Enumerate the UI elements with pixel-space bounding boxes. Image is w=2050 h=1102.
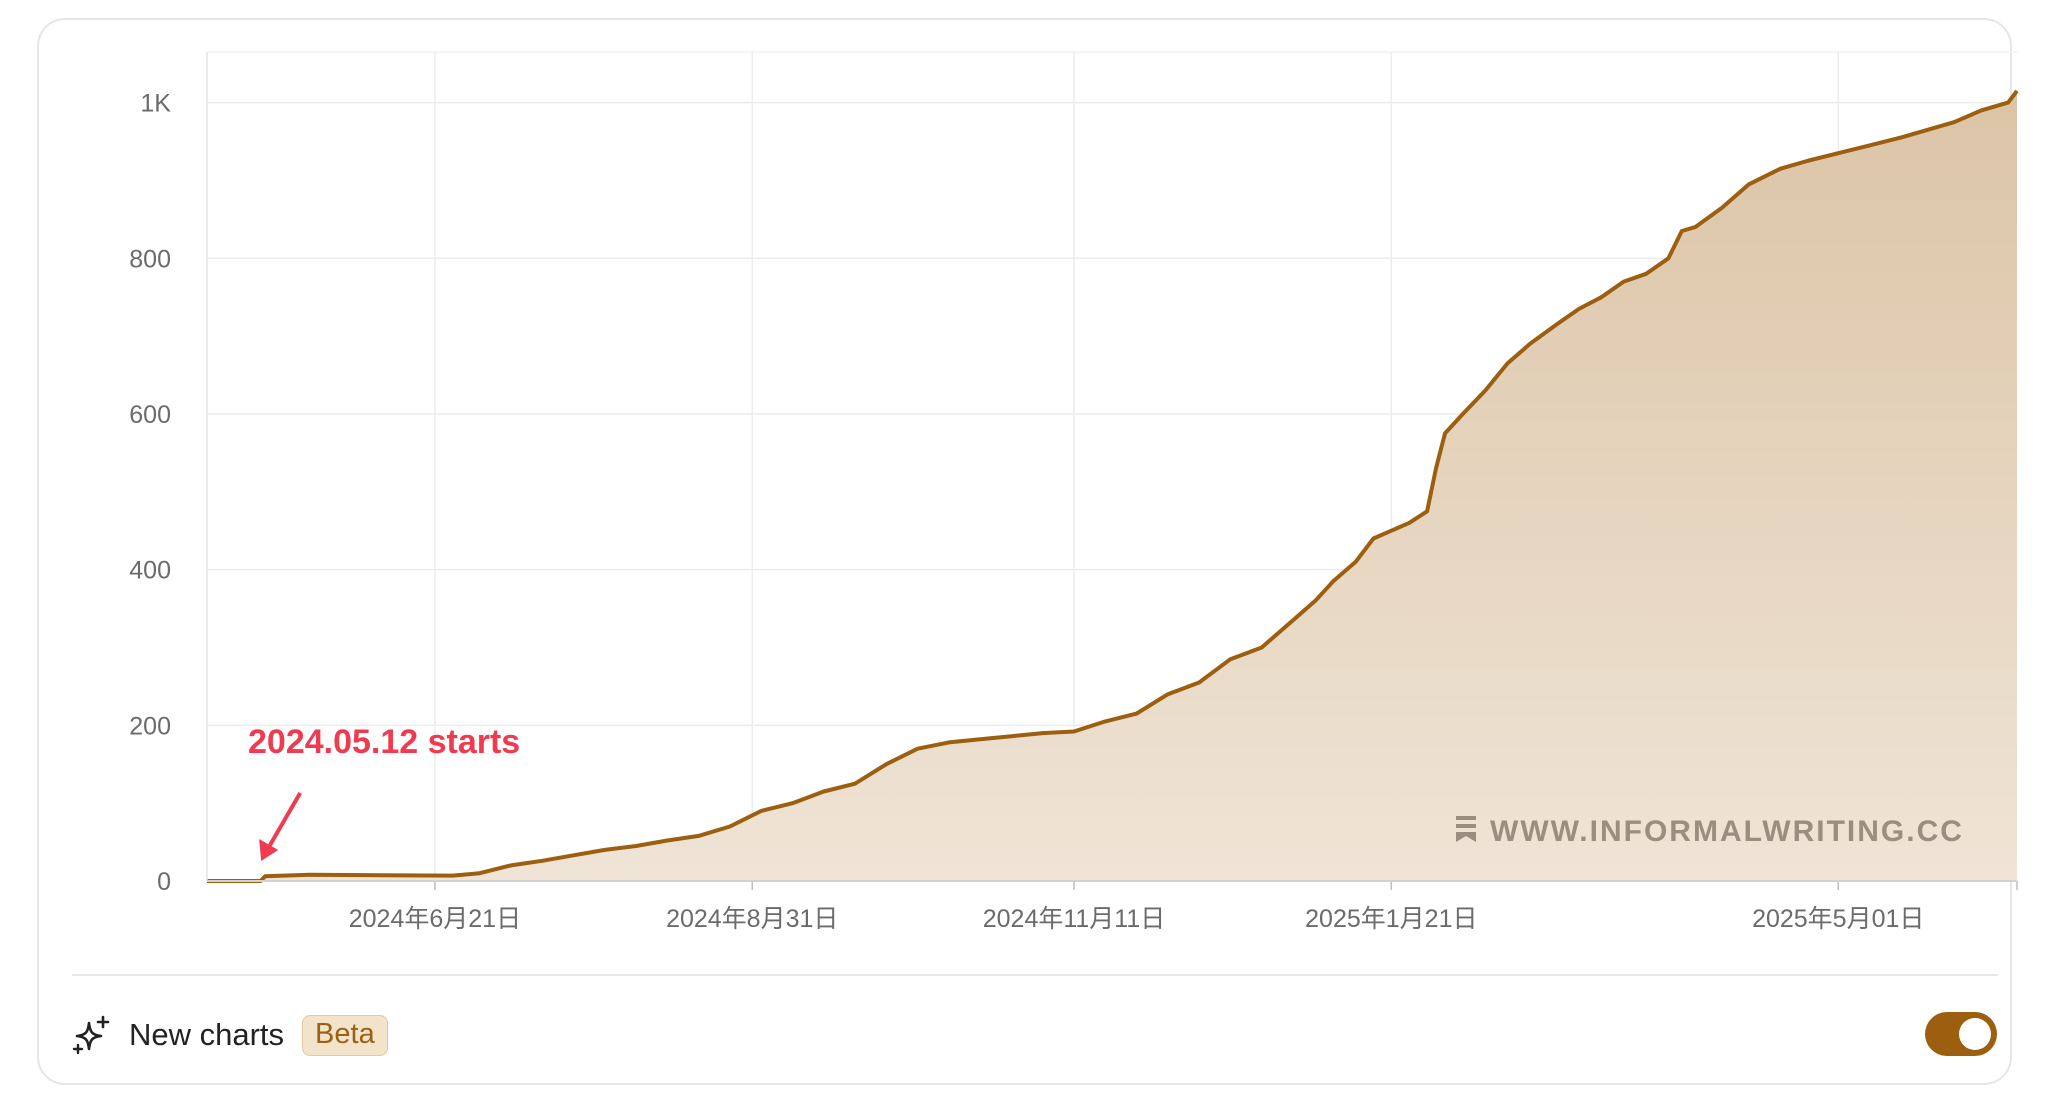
y-tick-label: 600 — [129, 401, 171, 429]
x-tick-label: 2024年8月31日 — [666, 905, 838, 933]
start-annotation: 2024.05.12 starts — [248, 723, 520, 861]
x-tick-label: 2024年11月11日 — [983, 905, 1166, 933]
y-tick-label: 400 — [129, 557, 171, 585]
annotation-arrowhead — [259, 839, 279, 861]
footer: New charts Beta — [72, 1010, 388, 1060]
y-tick-label: 1K — [140, 90, 171, 118]
x-tick-label: 2025年5月01日 — [1752, 905, 1924, 933]
bookmark-icon — [1456, 816, 1476, 842]
x-tick-label: 2025年1月21日 — [1305, 905, 1477, 933]
axes: 0 200 400 600 800 1K 2024年6月21日 2024年8月31日 2024年… — [129, 52, 2018, 933]
new-charts-label: New charts — [129, 1017, 285, 1052]
footer-divider — [72, 974, 1998, 976]
toggle-knob — [1959, 1018, 1991, 1050]
y-tick-label: 200 — [129, 712, 171, 740]
y-tick-label: 800 — [129, 245, 171, 273]
series-line — [207, 89, 2019, 883]
annotation-arrow — [265, 791, 302, 852]
watermark-text: WWW.INFORMALWRITING.CC — [1490, 815, 1964, 848]
beta-badge: Beta — [302, 1014, 388, 1056]
growth-area-chart: 0 200 400 600 800 1K 2024年6月21日 2024年8月31日 2024年… — [129, 51, 2019, 933]
x-tick-label: 2024年6月21日 — [349, 905, 521, 933]
y-tick-label: 0 — [157, 868, 171, 896]
sparkle-icon — [72, 1015, 110, 1055]
watermark: WWW.INFORMALWRITING.CC — [1456, 815, 1964, 848]
annotation-label: 2024.05.12 starts — [248, 723, 520, 761]
series-area — [207, 90, 2017, 881]
new-charts-toggle[interactable] — [1925, 1012, 1997, 1056]
